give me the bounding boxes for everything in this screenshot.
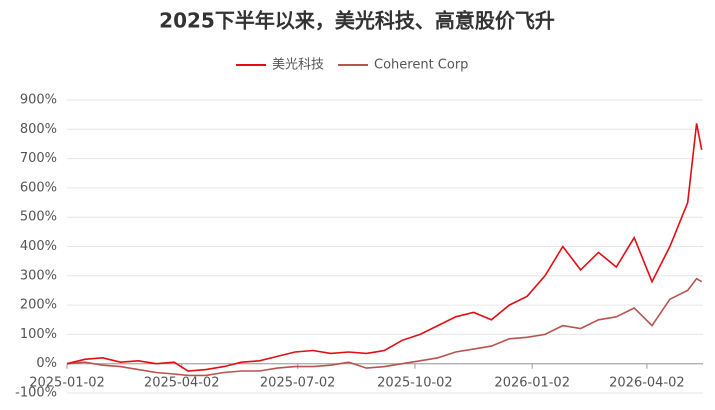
series-line: [66, 277, 703, 377]
chart-title: 2025下半年以来，美光科技、高意股价飞升: [159, 9, 555, 33]
legend-label: Coherent Corp: [374, 58, 468, 73]
y-tick-label: 200%: [20, 298, 57, 313]
series-line: [66, 123, 703, 372]
x-tick-label: 2025-04-02: [144, 376, 220, 391]
y-tick-label: 0%: [36, 356, 57, 371]
y-tick-label: -100%: [15, 386, 57, 401]
y-tick-label: 300%: [20, 268, 57, 283]
x-tick-label: 2026-01-02: [494, 376, 570, 391]
y-tick-label: 900%: [20, 93, 57, 108]
legend-label: 美光科技: [272, 58, 324, 73]
y-tick-label: 600%: [20, 180, 57, 195]
x-tick-label: 2025-01-02: [29, 376, 105, 391]
x-tick-label: 2026-04-02: [609, 376, 685, 391]
y-tick-label: 700%: [20, 151, 57, 166]
y-tick-label: 800%: [20, 122, 57, 137]
y-tick-label: 100%: [20, 327, 57, 342]
y-tick-label: 400%: [20, 239, 57, 254]
x-tick-label: 2025-07-02: [260, 376, 336, 391]
y-tick-label: 500%: [20, 210, 57, 225]
x-tick-label: 2025-10-02: [377, 376, 453, 391]
